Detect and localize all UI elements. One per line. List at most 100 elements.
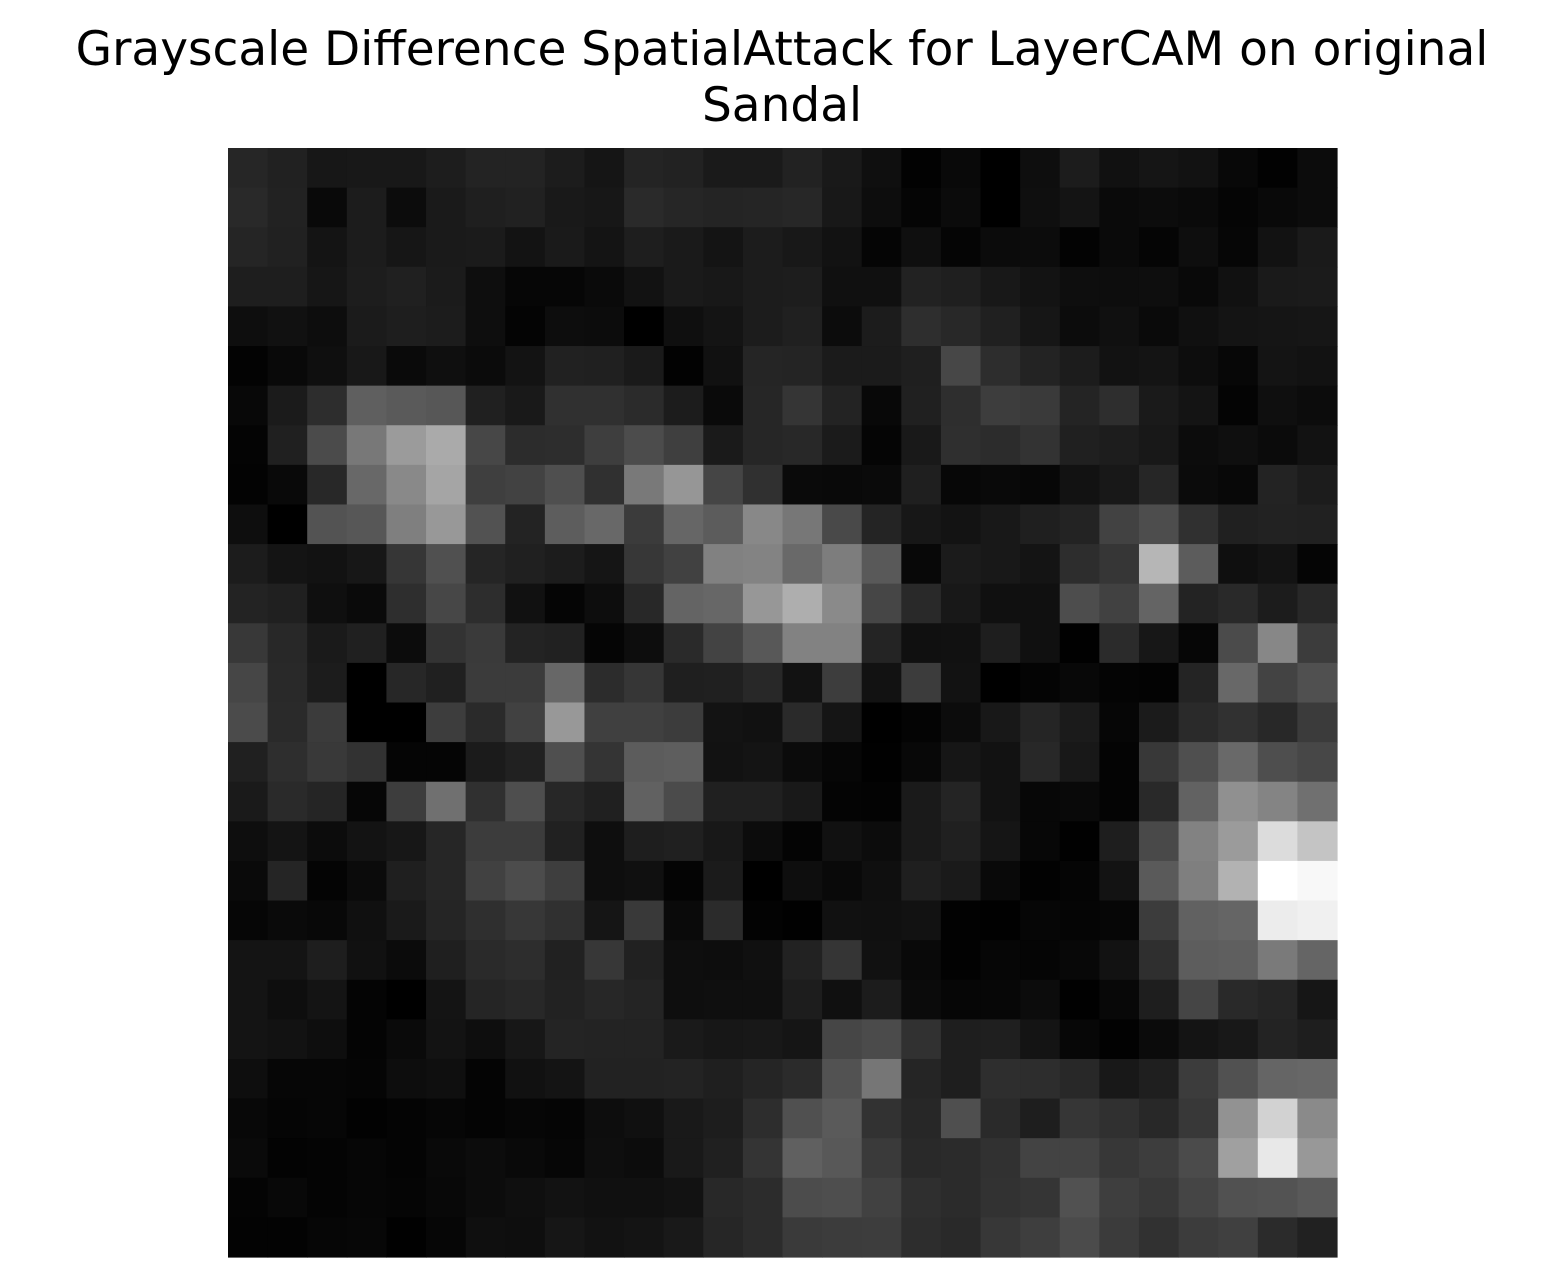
heatmap-cell-r14-c18 [940,702,982,743]
heatmap-cell-r20-c25 [1218,940,1259,981]
heatmap-cell-r16-c12 [703,781,744,822]
heatmap-cell-r20-c27 [1297,940,1338,981]
heatmap-cell-r14-c20 [1020,702,1061,743]
heatmap-cell-r6-c17 [901,385,942,426]
heatmap-cell-r8-c0 [228,464,269,506]
heatmap-cell-r22-c24 [1178,1019,1219,1060]
heatmap-cell-r9-c12 [703,504,744,545]
heatmap-cell-r19-c13 [742,900,784,941]
heatmap-cell-r8-c17 [901,464,942,506]
heatmap-cell-r7-c27 [1297,425,1338,466]
heatmap-cell-r4-c0 [228,306,269,347]
heatmap-cell-r6-c10 [624,385,665,426]
heatmap-cell-r6-c18 [940,385,982,426]
heatmap-cell-r26-c3 [346,1177,388,1218]
heatmap-cell-r18-c6 [465,860,506,902]
heatmap-cell-r24-c27 [1297,1098,1338,1139]
heatmap-cell-r23-c25 [1218,1058,1259,1100]
heatmap-cell-r7-c22 [1099,425,1140,466]
heatmap-cell-r3-c25 [1218,266,1259,308]
heatmap-cell-r22-c13 [742,1019,784,1060]
heatmap-cell-r17-c22 [1099,821,1140,862]
heatmap-cell-r5-c2 [307,346,348,387]
heatmap-cell-r14-c13 [742,702,784,743]
heatmap-cell-r25-c27 [1297,1138,1338,1179]
heatmap-cell-r23-c15 [822,1058,863,1100]
heatmap-cell-r27-c19 [980,1217,1021,1258]
heatmap-cell-r12-c11 [663,623,704,664]
heatmap-cell-r13-c25 [1218,662,1259,704]
heatmap-cell-r8-c27 [1297,464,1338,506]
heatmap-cell-r21-c17 [901,979,942,1020]
heatmap-cell-r8-c16 [861,464,902,506]
heatmap-cell-r20-c10 [624,940,665,981]
heatmap-cell-r8-c9 [584,464,625,506]
heatmap-cell-r27-c3 [346,1217,388,1258]
heatmap-cell-r13-c26 [1257,662,1298,704]
heatmap-cell-r20-c8 [544,940,586,981]
heatmap-cell-r7-c13 [742,425,784,466]
heatmap-cell-r10-c14 [782,544,823,585]
heatmap-cell-r17-c0 [228,821,269,862]
heatmap-cell-r7-c8 [544,425,586,466]
heatmap-cell-r4-c13 [742,306,784,347]
heatmap-cell-r9-c5 [426,504,467,545]
heatmap-cell-r23-c4 [386,1058,427,1100]
heatmap-cell-r14-c4 [386,702,427,743]
heatmap-cell-r10-c13 [742,544,784,585]
heatmap-cell-r25-c26 [1257,1138,1298,1179]
heatmap-cell-r5-c18 [940,346,982,387]
heatmap-cell-r20-c24 [1178,940,1219,981]
heatmap-cell-r5-c0 [228,346,269,387]
heatmap-cell-r15-c1 [267,742,308,783]
heatmap-cell-r12-c26 [1257,623,1298,664]
heatmap-cell-r2-c22 [1099,227,1140,268]
heatmap-cell-r10-c6 [465,544,506,585]
heatmap-cell-r17-c6 [465,821,506,862]
heatmap-cell-r4-c27 [1297,306,1338,347]
heatmap-cell-r2-c2 [307,227,348,268]
heatmap-cell-r8-c12 [703,464,744,506]
heatmap-cell-r18-c18 [940,860,982,902]
heatmap-cell-r14-c0 [228,702,269,743]
heatmap-cell-r23-c23 [1138,1058,1180,1100]
heatmap-cell-r26-c1 [267,1177,308,1218]
heatmap-cell-r9-c22 [1099,504,1140,545]
heatmap-cell-r26-c15 [822,1177,863,1218]
heatmap-cell-r11-c13 [742,583,784,624]
heatmap-cell-r5-c17 [901,346,942,387]
heatmap-cell-r27-c7 [505,1217,546,1258]
heatmap-cell-r7-c26 [1257,425,1298,466]
heatmap-cell-r6-c2 [307,385,348,426]
heatmap-cell-r25-c12 [703,1138,744,1179]
heatmap-cell-r12-c10 [624,623,665,664]
heatmap-cell-r22-c11 [663,1019,704,1060]
heatmap-cell-r10-c18 [940,544,982,585]
heatmap-cell-r25-c25 [1218,1138,1259,1179]
heatmap-cell-r6-c7 [505,385,546,426]
heatmap-cell-r16-c3 [346,781,388,822]
heatmap-cell-r17-c23 [1138,821,1180,862]
heatmap-cell-r23-c2 [307,1058,348,1100]
heatmap-cell-r25-c1 [267,1138,308,1179]
heatmap-cell-r2-c1 [267,227,308,268]
heatmap-cell-r24-c8 [544,1098,586,1139]
heatmap-cell-r5-c10 [624,346,665,387]
heatmap-cell-r15-c3 [346,742,388,783]
heatmap-cell-r22-c8 [544,1019,586,1060]
heatmap-cell-r22-c20 [1020,1019,1061,1060]
heatmap-cell-r18-c26 [1257,860,1298,902]
heatmap-cell-r9-c15 [822,504,863,545]
heatmap-cell-r10-c7 [505,544,546,585]
heatmap-cell-r3-c20 [1020,266,1061,308]
heatmap-cell-r10-c26 [1257,544,1298,585]
heatmap-cell-r4-c3 [346,306,388,347]
heatmap-cell-r15-c6 [465,742,506,783]
heatmap-cell-r15-c5 [426,742,467,783]
heatmap-cell-r14-c25 [1218,702,1259,743]
heatmap-cell-r10-c23 [1138,544,1180,585]
heatmap-cell-r5-c23 [1138,346,1180,387]
heatmap-cell-r7-c1 [267,425,308,466]
heatmap-cell-r14-c3 [346,702,388,743]
heatmap-cell-r2-c20 [1020,227,1061,268]
